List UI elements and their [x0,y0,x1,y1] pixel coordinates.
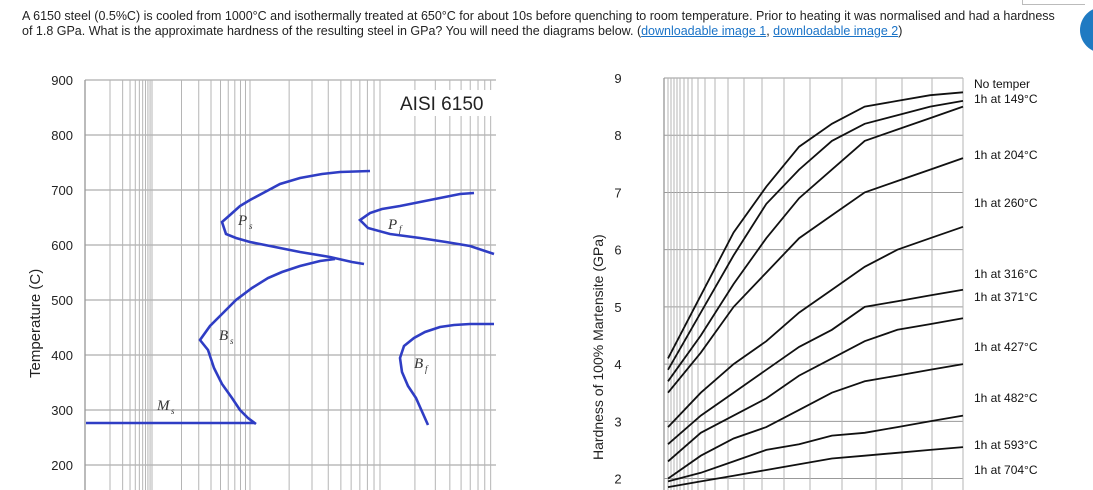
hardness-y-tick: 5 [614,300,621,315]
hardness-series-line [667,317,964,463]
question-body: A 6150 steel (0.5%C) is cooled from 1000… [22,9,1055,38]
hardness-legend-label: 1h at 260°C [974,196,1038,210]
ttt-y-tick: 500 [51,293,73,308]
hardness-legend-label: 1h at 204°C [974,148,1038,162]
hardness-y-tick: 2 [614,472,621,487]
hardness-series-line [667,414,964,483]
hardness-legend-label: 1h at 427°C [974,340,1038,354]
link-separator: , [766,23,774,38]
hardness-y-tick: 3 [614,414,621,429]
ps-sub: s [249,221,253,231]
ttt-ylabel: Temperature (C) [27,269,44,378]
hardness-grid [663,77,964,490]
hardness-legend-label: 1h at 149°C [974,92,1038,106]
hardness-y-ticks: 9 8 7 6 5 4 3 2 [614,71,621,487]
hardness-series-line [667,363,964,480]
ttt-curves [86,169,495,426]
pearlite-start-curve [220,169,371,266]
hardness-legend-label: 1h at 371°C [974,290,1038,304]
ttt-y-tick: 900 [51,73,73,88]
ttt-phase-labels: P s P f B s B f M s [156,213,429,416]
hardness-y-tick: 4 [614,357,621,372]
bs-label: B [219,328,228,344]
hardness-chart: 9 8 7 6 5 4 3 2 Hardness of 100% Martensite (GP… [590,71,1038,490]
ttt-y-tick: 300 [51,403,73,418]
ttt-y-tick: 800 [51,128,73,143]
download-link-2[interactable]: downloadable image 2 [773,23,899,38]
ttt-grid [84,79,496,490]
hardness-legend-label: 1h at 593°C [974,438,1038,452]
floating-action-button[interactable] [1080,7,1093,53]
question-text: A 6150 steel (0.5%C) is cooled from 1000… [22,9,1062,38]
ttt-y-tick: 600 [51,238,73,253]
pearlite-finish-curve [357,191,495,256]
ms-label: M [156,398,171,414]
ttt-title: AISI 6150 [400,94,483,115]
hardness-series-line [667,446,964,488]
hardness-y-tick: 9 [614,71,621,86]
hardness-legend-label: 1h at 316°C [974,267,1038,281]
ttt-y-tick: 200 [51,458,73,473]
hardness-y-tick: 8 [614,128,621,143]
hardness-series-line [667,225,964,428]
ms-sub: s [171,406,175,416]
download-link-1[interactable]: downloadable image 1 [641,23,767,38]
pf-sub: f [399,224,403,234]
ps-label: P [237,213,247,229]
hardness-series [667,91,964,488]
hardness-legend-label: No temper [974,77,1030,91]
hardness-series-line [667,100,964,371]
ttt-y-ticks: 900 800 700 600 500 400 300 200 [51,73,73,473]
hardness-series-line [667,105,964,382]
hardness-y-tick: 7 [614,185,621,200]
hardness-y-tick: 6 [614,243,621,258]
hardness-series-line [667,91,964,359]
bainite-start-curve [198,257,336,426]
ttt-y-tick: 400 [51,348,73,363]
bs-sub: s [230,336,234,346]
hardness-series-line [667,288,964,445]
ttt-y-tick: 700 [51,183,73,198]
pf-label: P [387,217,397,233]
ttt-title-bg [395,90,493,116]
hardness-legend-label: 1h at 482°C [974,391,1038,405]
bainite-finish-curve [398,322,494,426]
hardness-series-line [667,157,964,394]
hardness-legend-label: 1h at 704°C [974,463,1038,477]
bf-sub: f [425,364,429,374]
question-tail: ) [898,23,903,38]
bf-label: B [414,356,423,372]
ttt-diagram: 900 800 700 600 500 400 300 200 Temperature (C)… [27,73,496,490]
hardness-ylabel: Hardness of 100% Martensite (GPa) [590,234,606,460]
header-edge [1022,0,1085,5]
